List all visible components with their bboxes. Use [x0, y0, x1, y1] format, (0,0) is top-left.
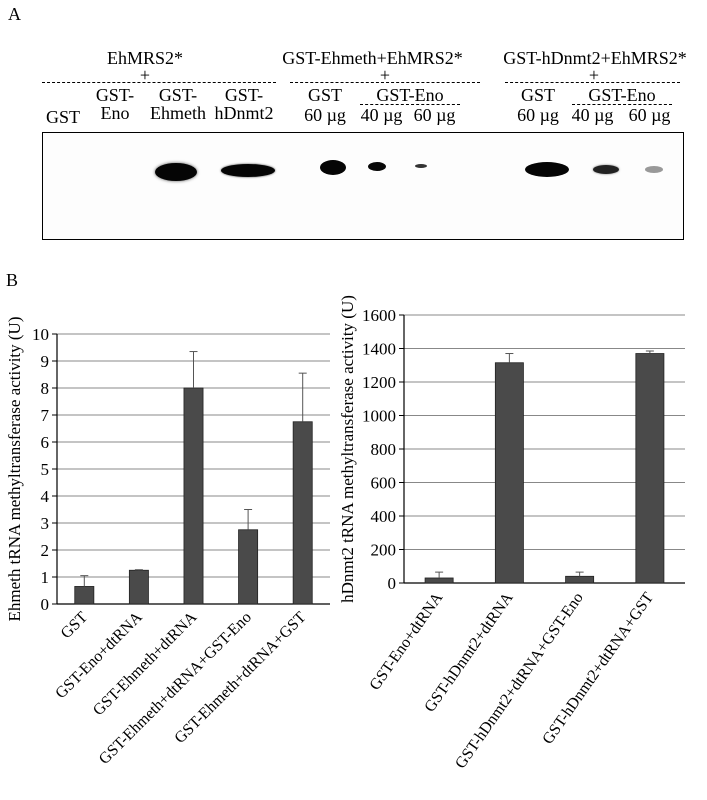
bar-2 [565, 575, 595, 584]
group-plus-2: + [379, 65, 391, 85]
y-tick-label-8: 1600 [362, 306, 396, 325]
y-tick-label-4: 800 [371, 440, 397, 459]
y-tick-label-1: 1 [41, 568, 50, 587]
y-axis-label: hDnmt2 tRNA methyltransferase activity (… [338, 295, 357, 603]
y-tick-label-0: 0 [41, 595, 50, 614]
bar-2 [183, 387, 204, 605]
blot-band-ehmeth-eno40 [368, 162, 386, 171]
blot-band-hdnmt2-eno40 [593, 165, 619, 174]
group-title-ehmrs2: EhMRS2* [106, 48, 184, 68]
lane-label-ehmeth-l2: Ehmeth [150, 103, 206, 123]
category-label-0: GST [58, 609, 92, 643]
category-label-0: GST-Eno+dtRNA [366, 589, 446, 693]
sub-divider-2 [572, 104, 672, 105]
group-plus-3: + [588, 65, 600, 85]
group-divider-3 [505, 82, 680, 83]
group-plus-1: + [139, 65, 151, 85]
blot-band-hdnmt2-gst60 [525, 162, 569, 177]
y-tick-label-8: 8 [41, 379, 50, 398]
y-tick-label-0: 0 [388, 574, 397, 593]
lane-label-eno60-1: 60 µg [413, 105, 456, 125]
lane-label-eno40-1: 40 µg [360, 105, 403, 125]
y-tick-label-5: 1000 [362, 407, 396, 426]
y-tick-label-2: 2 [41, 541, 50, 560]
category-label-2: GST-Ehmeth+dtRNA [90, 608, 201, 719]
bar-1 [128, 569, 149, 605]
lane-label-eno60-2: 60 µg [628, 105, 671, 125]
y-tick-label-2: 400 [371, 507, 397, 526]
y-tick-label-10: 10 [32, 325, 49, 344]
y-tick-label-7: 1400 [362, 340, 396, 359]
y-tick-label-7: 7 [41, 406, 50, 425]
group-title-hdnmt2-ehmrs2: GST-hDnmt2+EhMRS2* [503, 48, 687, 68]
ehmeth-activity-chart: 012345678910GSTGST-Eno+dtRNAGST-Ehmeth+d… [5, 317, 330, 768]
lane-label-eno40-2: 40 µg [571, 105, 614, 125]
lane-label-gst60b-l2: 60 µg [517, 105, 559, 125]
blot-band-hdnmt2 [221, 164, 275, 177]
blot-band-ehmeth-gst60 [320, 160, 346, 175]
y-tick-label-3: 600 [371, 474, 397, 493]
lane-label-eno-l2: Eno [100, 103, 130, 123]
blot-band-ehmeth [155, 163, 197, 181]
y-tick-label-1: 200 [371, 541, 397, 560]
sub-label-gst-eno-2: GST-Eno [588, 85, 656, 105]
lane-label-eno-l1: GST- [95, 85, 135, 105]
lane-label-hdnmt2-l1: GST- [224, 85, 264, 105]
lane-label-gst60b-l1: GST [520, 85, 555, 105]
category-label-2: GST-hDnmt2+dtRNA+GST-Eno [452, 590, 587, 772]
lane-label-ehmeth-l1: GST- [158, 85, 198, 105]
blot-band-ehmeth-eno60 [415, 164, 427, 168]
y-tick-label-6: 1200 [362, 373, 396, 392]
blot-band-hdnmt2-eno60 [645, 166, 663, 173]
lane-label-gst60-l1: GST [307, 85, 342, 105]
bar-3 [238, 529, 259, 605]
group-divider-1 [42, 82, 276, 83]
hdnmt2-activity-chart: 0 200 400 600 800 1000 1200 1400 1600 GST-Eno+dtR… [338, 295, 685, 772]
bar-1 [494, 362, 524, 584]
group-title-ehmeth-ehmrs2: GST-Ehmeth+EhMRS2* [282, 48, 463, 68]
y-tick-label-5: 5 [41, 460, 50, 479]
panel-b-letter: B [6, 270, 19, 290]
y-tick-label-3: 3 [41, 514, 50, 533]
panel-a-letter: A [8, 4, 21, 24]
bar-4 [292, 421, 313, 605]
sub-divider-1 [360, 104, 460, 105]
bar-3 [635, 353, 665, 584]
bar-0 [424, 577, 454, 584]
lane-label-gst60-l2: 60 µg [304, 105, 346, 125]
y-axis-label: Ehmeth tRNA methyltransferase activity (… [5, 317, 24, 622]
bar-0 [74, 586, 95, 605]
sub-label-gst-eno-1: GST-Eno [376, 85, 444, 105]
y-tick-label-9: 9 [41, 352, 50, 371]
y-tick-label-6: 6 [41, 433, 50, 452]
lane-label-hdnmt2-l2: hDnmt2 [214, 103, 274, 123]
lane-label-gst: GST [45, 107, 80, 127]
group-divider-2 [290, 82, 480, 83]
western-blot [42, 132, 684, 240]
y-tick-label-4: 4 [41, 487, 50, 506]
